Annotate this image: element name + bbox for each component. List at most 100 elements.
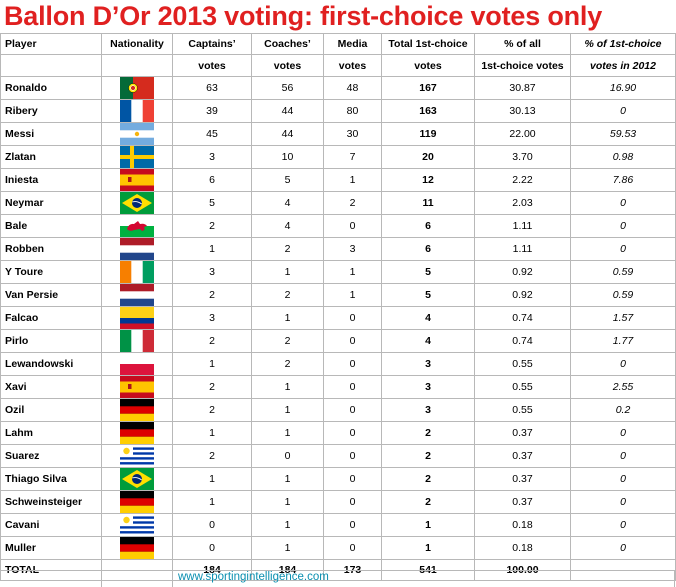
pct-2012-votes: 0 <box>570 443 676 468</box>
pct-2012-votes: 0 <box>570 466 676 491</box>
table-row: Muller 0 1 0 1 0.18 0 <box>0 535 676 560</box>
player-name: Muller <box>0 535 102 560</box>
player-name: Thiago Silva <box>0 466 102 491</box>
total-votes: 6 <box>381 213 475 238</box>
header-coaches: Coaches’ <box>251 32 324 56</box>
germany-flag-icon <box>120 399 154 421</box>
coaches-votes: 1 <box>251 489 324 514</box>
captains-votes: 1 <box>172 489 252 514</box>
wales-flag-icon <box>120 215 154 237</box>
spain-flag-icon <box>120 376 154 398</box>
pct-2012-votes: 7.86 <box>570 167 676 192</box>
coaches-votes: 0 <box>251 443 324 468</box>
captains-votes: 39 <box>172 98 252 123</box>
player-name: Messi <box>0 121 102 146</box>
argentina-flag-icon <box>120 123 154 145</box>
captains-votes: 2 <box>172 328 252 353</box>
pct-2012-votes: 0.2 <box>570 397 676 422</box>
sweden-flag-icon <box>120 146 154 168</box>
player-name: Lewandowski <box>0 351 102 376</box>
header-total: Total 1st-choice <box>381 32 475 56</box>
total-media: 173 <box>323 558 382 582</box>
ivory-coast-flag-icon <box>120 261 154 283</box>
pct-all-votes: 0.55 <box>474 351 571 376</box>
footer: www.sportingintelligence.com <box>0 570 675 587</box>
table-row: Falcao 3 1 0 4 0.74 1.57 <box>0 305 676 330</box>
table-row: Xavi 2 1 0 3 0.55 2.55 <box>0 374 676 399</box>
table-row: Thiago Silva 1 1 0 2 0.37 0 <box>0 466 676 491</box>
coaches-votes: 1 <box>251 420 324 445</box>
player-name: Van Persie <box>0 282 102 307</box>
germany-flag-icon <box>120 491 154 513</box>
source-link[interactable]: www.sportingintelligence.com <box>178 571 329 583</box>
poland-flag-icon <box>120 353 154 375</box>
coaches-votes: 2 <box>251 282 324 307</box>
pct-all-votes: 0.55 <box>474 374 571 399</box>
media-votes: 3 <box>323 236 382 261</box>
media-votes: 1 <box>323 259 382 284</box>
pct-2012-votes: 0 <box>570 213 676 238</box>
page-title: Ballon D’Or 2013 voting: first-choice vo… <box>4 1 603 31</box>
pct-2012-votes: 0 <box>570 190 676 215</box>
player-name: Ribery <box>0 98 102 123</box>
media-votes: 0 <box>323 466 382 491</box>
nationality-cell <box>101 420 173 445</box>
captains-votes: 5 <box>172 190 252 215</box>
table-row: Ribery 39 44 80 163 30.13 0 <box>0 98 676 123</box>
pct-all-votes: 3.70 <box>474 144 571 169</box>
pct-all-votes: 0.37 <box>474 489 571 514</box>
total-votes: 167 <box>381 75 475 100</box>
media-votes: 0 <box>323 535 382 560</box>
total-votes: 1 <box>381 535 475 560</box>
pct-2012-votes: 0 <box>570 535 676 560</box>
nationality-cell <box>101 397 173 422</box>
media-votes: 0 <box>323 374 382 399</box>
total-votes: 3 <box>381 351 475 376</box>
nationality-cell <box>101 236 173 261</box>
pct-all-votes: 0.55 <box>474 397 571 422</box>
total-votes: 3 <box>381 397 475 422</box>
spain-flag-icon <box>120 169 154 191</box>
header-total-sub: votes <box>381 54 475 77</box>
nationality-cell <box>101 535 173 560</box>
player-name: Ozil <box>0 397 102 422</box>
total-votes: 5 <box>381 282 475 307</box>
pct-all-votes: 2.03 <box>474 190 571 215</box>
pct-2012-votes: 0.59 <box>570 259 676 284</box>
total-votes: 2 <box>381 443 475 468</box>
media-votes: 0 <box>323 489 382 514</box>
captains-votes: 3 <box>172 144 252 169</box>
header-row-2: votes votes votes votes 1st-choice votes… <box>0 54 676 77</box>
pct-all-votes: 0.37 <box>474 466 571 491</box>
votes-table: Player Nationality Captains’ Coaches’ Me… <box>0 32 676 582</box>
coaches-votes: 1 <box>251 259 324 284</box>
total-votes: 20 <box>381 144 475 169</box>
coaches-votes: 2 <box>251 236 324 261</box>
total-captains: 184 <box>172 558 252 582</box>
header-pct-2012: % of 1st-choice <box>570 32 676 56</box>
player-name: Robben <box>0 236 102 261</box>
nationality-cell <box>101 259 173 284</box>
header-nationality-sub <box>101 54 173 77</box>
pct-2012-votes: 0 <box>570 98 676 123</box>
germany-flag-icon <box>120 422 154 444</box>
coaches-votes: 4 <box>251 213 324 238</box>
pct-2012-votes: 0 <box>570 489 676 514</box>
media-votes: 0 <box>323 351 382 376</box>
pct-2012-votes: 0 <box>570 236 676 261</box>
media-votes: 0 <box>323 213 382 238</box>
player-name: Suarez <box>0 443 102 468</box>
player-name: Zlatan <box>0 144 102 169</box>
media-votes: 48 <box>323 75 382 100</box>
player-name: Lahm <box>0 420 102 445</box>
player-name: Neymar <box>0 190 102 215</box>
header-coaches-sub: votes <box>251 54 324 77</box>
nationality-cell <box>101 144 173 169</box>
player-name: Falcao <box>0 305 102 330</box>
netherlands-flag-icon <box>120 238 154 260</box>
header-player-sub <box>0 54 102 77</box>
pct-all-votes: 0.92 <box>474 259 571 284</box>
coaches-votes: 1 <box>251 466 324 491</box>
media-votes: 0 <box>323 443 382 468</box>
media-votes: 0 <box>323 420 382 445</box>
